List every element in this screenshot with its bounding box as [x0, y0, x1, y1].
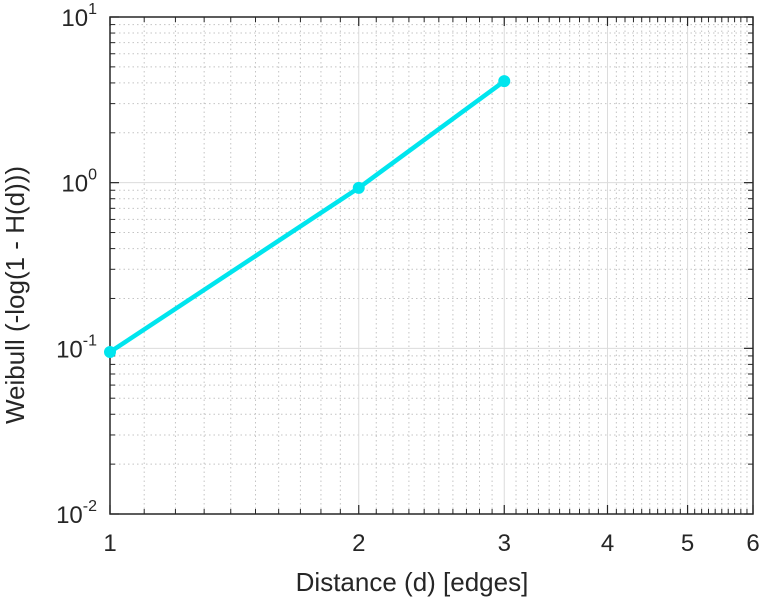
y-tick-label: 10-2 — [56, 498, 97, 529]
plot-frame — [109, 16, 754, 515]
data-point — [104, 346, 116, 359]
major-grid — [110, 17, 753, 514]
x-tick-label: 3 — [498, 530, 511, 557]
x-tick-label: 6 — [746, 530, 759, 557]
y-tick-labels: 10-2 10-1 100 101 — [56, 1, 97, 529]
y-tick-label: 100 — [61, 167, 97, 198]
axis-ticks — [109, 16, 754, 515]
x-tick-label: 1 — [103, 530, 116, 557]
data-point — [352, 181, 365, 194]
x-tick-label: 5 — [681, 530, 694, 557]
y-tick-label: 101 — [61, 1, 97, 32]
x-axis-title: Distance (d) [edges] — [296, 567, 529, 597]
series-layer — [104, 75, 511, 359]
x-tick-label: 4 — [601, 530, 614, 557]
data-point — [498, 75, 511, 88]
y-tick-label: 10-1 — [56, 332, 97, 363]
x-tick-labels: 1 2 3 4 5 6 — [103, 530, 759, 557]
plot-area — [110, 17, 753, 514]
minor-grid — [110, 17, 753, 514]
y-axis-title: Weibull (-log(1 - H(d))) — [0, 166, 30, 424]
x-tick-label: 2 — [352, 530, 365, 557]
